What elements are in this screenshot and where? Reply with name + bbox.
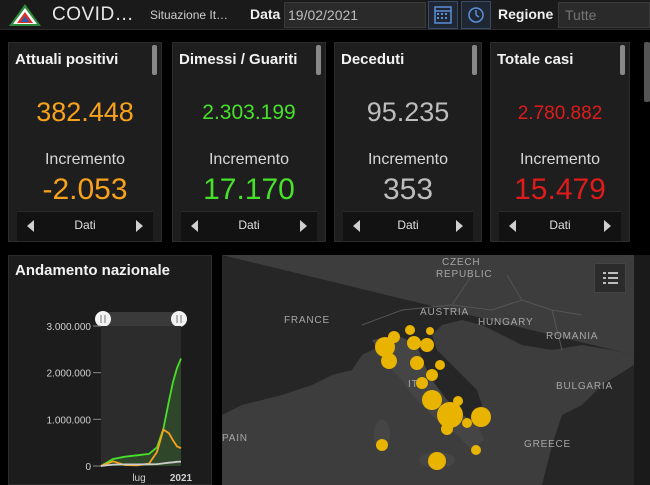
map-label-republic: REPUBLIC [436, 269, 493, 280]
nav-label[interactable]: Dati [549, 218, 571, 232]
card-scrollbar[interactable] [152, 45, 157, 75]
y-tick-label: 2.000.000 [47, 369, 92, 380]
card-value: 2.303.199 [202, 101, 296, 124]
increment-value: -2.053 [42, 173, 128, 206]
plot-area [101, 326, 181, 466]
prev-arrow-icon[interactable] [191, 220, 198, 232]
app-title: COVID… [52, 4, 135, 25]
map-label-romania: ROMANIA [546, 331, 599, 342]
app-subtitle: Situazione It… [150, 8, 229, 22]
card-value: 2.780.882 [517, 103, 603, 124]
next-arrow-icon[interactable] [300, 220, 307, 232]
list-icon [603, 272, 618, 284]
increment-value: 17.170 [203, 173, 295, 206]
prev-arrow-icon[interactable] [353, 220, 360, 232]
next-arrow-icon[interactable] [136, 220, 143, 232]
next-arrow-icon[interactable] [604, 220, 611, 232]
app-header: COVID… Situazione It… Data Regione [0, 0, 650, 30]
increment-label: Incremento [208, 151, 290, 168]
card-title: Dimessi / Guariti [179, 51, 298, 68]
card-attuali-positivi: Attuali positivi 382.448 Incremento -2.0… [8, 42, 162, 242]
map-label-hungary: HUNGARY [478, 317, 534, 328]
increment-label: Incremento [367, 151, 449, 168]
date-label: Data [250, 6, 281, 22]
map-label-spain: PAIN [222, 433, 248, 444]
calendar-button[interactable] [428, 1, 458, 29]
region-select[interactable] [558, 2, 650, 28]
map-label-greece: GREECE [524, 439, 572, 450]
map-label-france: FRANCE [284, 315, 330, 326]
civil-protection-logo [9, 4, 41, 26]
map-label-czech: CZECH [442, 257, 481, 268]
calendar-icon [434, 6, 452, 24]
land-europe [222, 255, 634, 485]
prev-arrow-icon[interactable] [27, 220, 34, 232]
card-deceduti: Deceduti 95.235 Incremento 353 Dati [334, 42, 482, 242]
increment-label: Incremento [519, 151, 601, 168]
card-totale-casi: Totale casi 2.780.882 Incremento 15.479 … [490, 42, 630, 242]
card-value: 382.448 [36, 97, 134, 127]
side-strip [634, 255, 650, 485]
card-scrollbar[interactable] [620, 45, 625, 75]
map-label-bulgaria: BULGARIA [556, 381, 613, 392]
map-panel[interactable]: CZECH REPUBLIC AUSTRIA HUNGARY FRANCE RO… [222, 255, 634, 485]
national-trend-chart: 3.000.000 2.000.000 1.000.000 0 lug 2021 [47, 311, 193, 484]
card-nav: Dati [17, 211, 153, 241]
series-line-2 [100, 460, 182, 467]
nav-label[interactable]: Dati [397, 218, 419, 232]
card-title: Attuali positivi [15, 51, 119, 68]
increment-value: 353 [382, 173, 434, 206]
series-line-0 [100, 358, 182, 467]
card-dimessi-guariti: Dimessi / Guariti 2.303.199 Incremento 1… [172, 42, 326, 242]
chart-panel: Andamento nazionale 3.000.000 2.000.000 1.… [8, 255, 212, 485]
nav-label[interactable]: Dati [74, 218, 96, 232]
clock-icon [468, 7, 484, 23]
date-input[interactable] [284, 2, 426, 28]
country-borders [361, 274, 583, 351]
increment-value: 15.479 [514, 173, 606, 206]
clock-button[interactable] [461, 1, 491, 29]
card-nav: Dati [499, 211, 621, 241]
map-label-italy: IT [408, 379, 419, 390]
x-tick-label: 2021 [170, 473, 193, 484]
map-label-austria: AUSTRIA [420, 307, 469, 318]
slider-handle-left[interactable] [95, 311, 111, 327]
card-scrollbar[interactable] [316, 45, 321, 75]
card-nav: Dati [343, 211, 473, 241]
increment-label: Incremento [44, 151, 126, 168]
prev-arrow-icon[interactable] [509, 220, 516, 232]
nav-label[interactable]: Dati [238, 218, 260, 232]
page-scrollbar[interactable] [644, 42, 650, 102]
x-tick-label: lug [132, 473, 145, 484]
card-title: Deceduti [341, 51, 405, 68]
card-value: 95.235 [366, 97, 450, 127]
y-tick-label: 3.000.000 [47, 322, 92, 333]
case-bubbles [375, 325, 491, 470]
map-canvas[interactable] [222, 255, 634, 485]
y-tick-label: 0 [85, 462, 91, 473]
time-slider-track[interactable] [101, 312, 181, 326]
chart-title: Andamento nazionale [15, 262, 171, 279]
y-tick-label: 1.000.000 [47, 415, 92, 426]
slider-handle-right[interactable] [171, 311, 187, 327]
card-nav: Dati [181, 211, 317, 241]
card-title: Totale casi [497, 51, 574, 68]
next-arrow-icon[interactable] [456, 220, 463, 232]
region-label: Regione [498, 6, 554, 22]
card-scrollbar[interactable] [472, 45, 477, 75]
legend-button[interactable] [594, 263, 626, 293]
